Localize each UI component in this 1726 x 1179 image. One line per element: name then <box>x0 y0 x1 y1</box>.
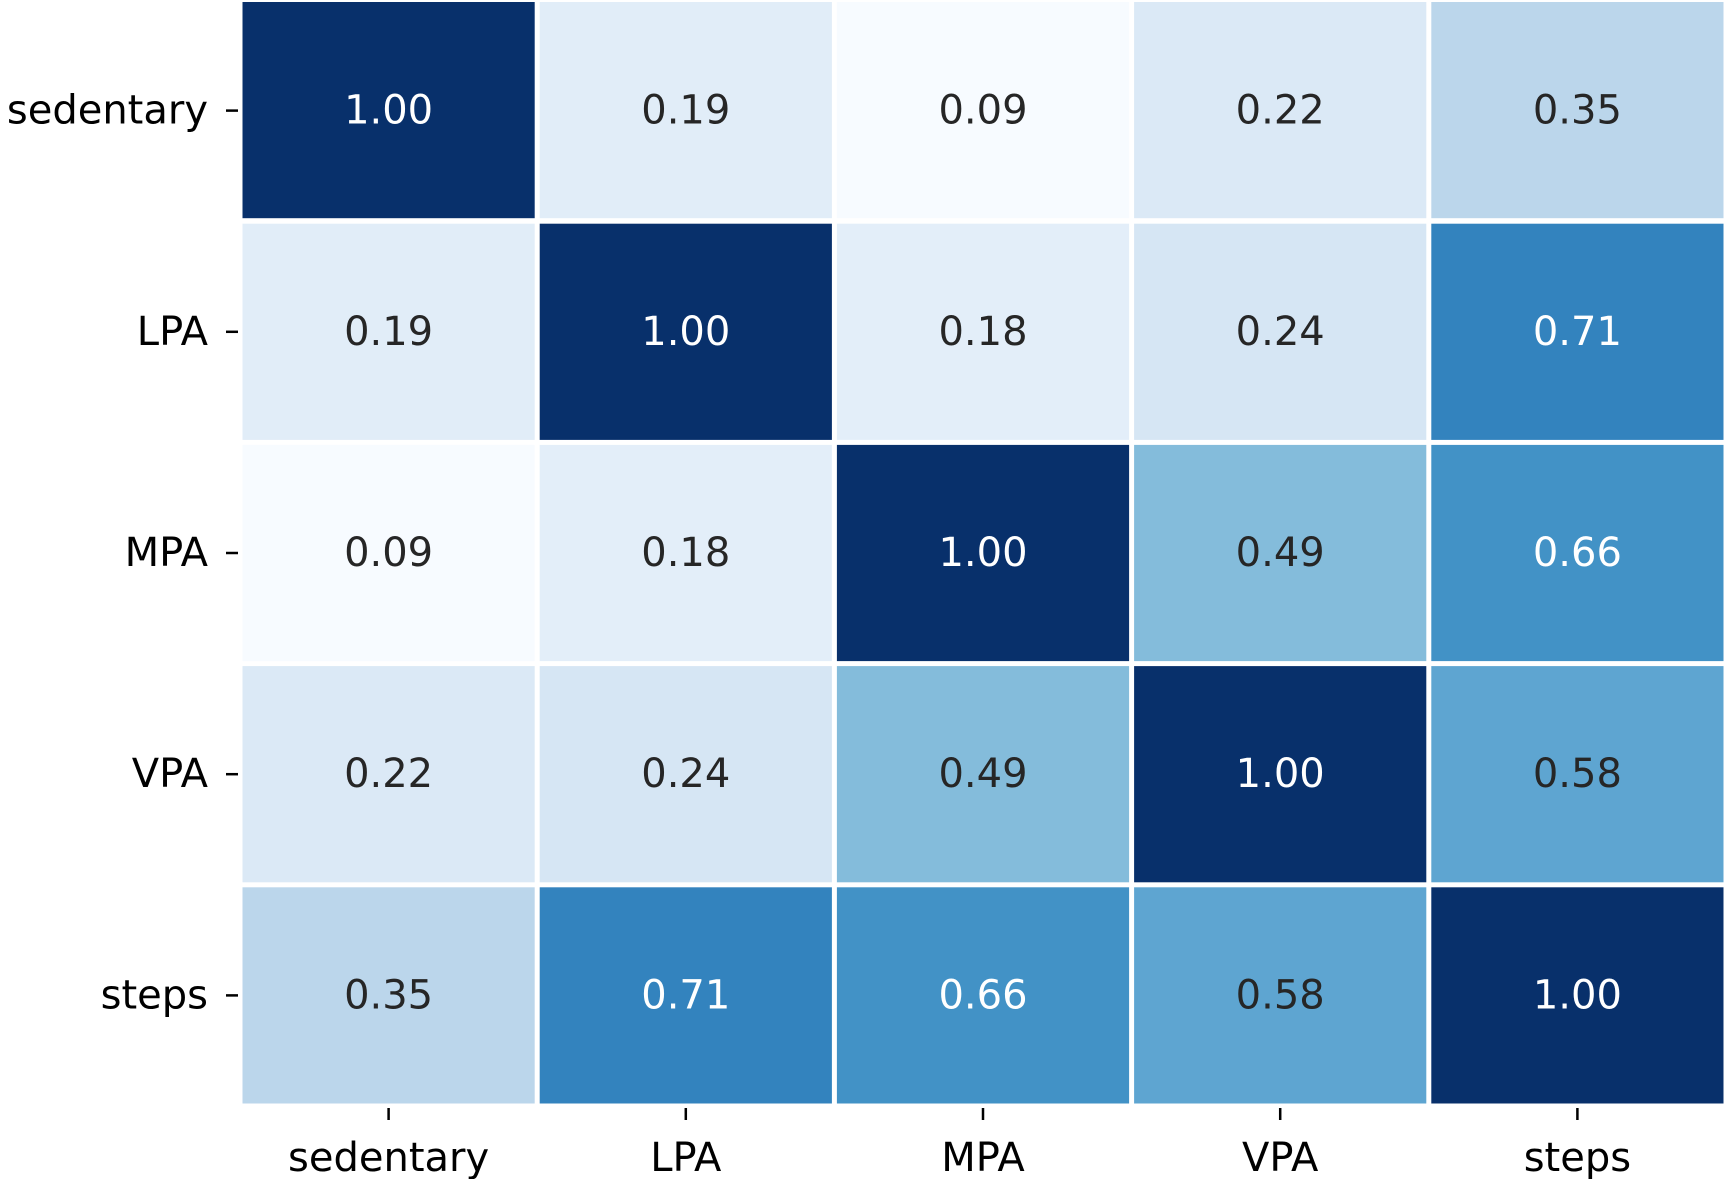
cell-value-label-mpa-steps: 0.66 <box>1533 530 1622 576</box>
cell-value-label-lpa-steps: 0.71 <box>1533 309 1622 355</box>
cell-value-label-sedentary-steps: 0.35 <box>1533 88 1622 134</box>
y-tick-label-vpa: VPA <box>132 751 209 797</box>
cell-value-label-mpa-lpa: 0.18 <box>641 530 730 576</box>
y-axis: sedentary LPA MPA VPA steps <box>7 88 238 1018</box>
cell-value-label-lpa-sedentary: 0.19 <box>344 309 433 355</box>
y-tick-label-sedentary: sedentary <box>7 88 208 134</box>
cell-value-label-steps-sedentary: 0.35 <box>344 972 433 1018</box>
heatmap-cell-sedentary-steps <box>1431 2 1724 219</box>
cell-value-label-sedentary-lpa: 0.19 <box>641 88 730 134</box>
cell-value-label-steps-vpa: 0.58 <box>1236 972 1325 1018</box>
heatmap-cell-mpa-mpa <box>836 444 1130 662</box>
cell-value-label-mpa-vpa: 0.49 <box>1236 530 1325 576</box>
x-tick-label-steps: steps <box>1524 1135 1631 1179</box>
cell-value-label-vpa-mpa: 0.49 <box>938 751 1027 797</box>
cell-value-label-vpa-sedentary: 0.22 <box>344 751 433 797</box>
heatmap-cell-sedentary-mpa <box>836 2 1130 219</box>
cell-value-label-lpa-lpa: 1.00 <box>641 309 730 355</box>
heatmap-cell-lpa-lpa <box>539 223 832 440</box>
heatmap-cell-lpa-mpa <box>836 223 1130 440</box>
cell-value-label-lpa-mpa: 0.18 <box>938 309 1027 355</box>
heatmap-cell-mpa-steps <box>1431 444 1724 662</box>
heatmap-cell-vpa-lpa <box>539 666 832 883</box>
cell-value-label-sedentary-vpa: 0.22 <box>1236 88 1325 134</box>
cell-value-label-lpa-vpa: 0.24 <box>1236 309 1325 355</box>
heatmap-cell-steps-steps <box>1431 887 1724 1104</box>
cell-value-label-steps-steps: 1.00 <box>1533 972 1622 1018</box>
heatmap-cell-steps-sedentary <box>242 887 535 1104</box>
heatmap-cell-lpa-steps <box>1431 223 1724 440</box>
heatmap-cell-lpa-sedentary <box>242 223 535 440</box>
cell-value-label-mpa-mpa: 1.00 <box>938 530 1027 576</box>
cell-value-label-vpa-steps: 0.58 <box>1533 751 1622 797</box>
heatmap-cell-sedentary-vpa <box>1134 2 1427 219</box>
cell-value-label-vpa-lpa: 0.24 <box>641 751 730 797</box>
cell-value-label-steps-mpa: 0.66 <box>938 972 1027 1018</box>
cell-value-label-mpa-sedentary: 0.09 <box>344 530 433 576</box>
cell-value-label-vpa-vpa: 1.00 <box>1236 751 1325 797</box>
y-tick-label-mpa: MPA <box>125 530 209 576</box>
cell-value-label-sedentary-mpa: 0.09 <box>938 88 1027 134</box>
heatmap-cell-mpa-sedentary <box>242 444 535 662</box>
x-axis: sedentary LPA MPA VPA steps <box>288 1108 1631 1179</box>
heatmap-cells: 1.00 0.19 0.09 0.22 0.35 0.19 1.00 0.18 0.24 0.71… <box>242 2 1724 1104</box>
y-tick-label-lpa: LPA <box>137 309 209 355</box>
heatmap-cell-vpa-sedentary <box>242 666 535 883</box>
heatmap-cell-mpa-vpa <box>1134 444 1427 662</box>
x-tick-label-mpa: MPA <box>941 1135 1025 1179</box>
heatmap-cell-vpa-steps <box>1431 666 1724 883</box>
heatmap-cell-steps-mpa <box>836 887 1130 1104</box>
heatmap-cell-vpa-vpa <box>1134 666 1427 883</box>
y-tick-label-steps: steps <box>101 972 208 1018</box>
heatmap-cell-sedentary-lpa <box>539 2 832 219</box>
heatmap-cell-sedentary-sedentary <box>242 2 535 219</box>
x-tick-label-lpa: LPA <box>650 1135 722 1179</box>
heatmap-cell-steps-vpa <box>1134 887 1427 1104</box>
heatmap-cell-lpa-vpa <box>1134 223 1427 440</box>
x-tick-label-vpa: VPA <box>1242 1135 1319 1179</box>
heatmap-cell-vpa-mpa <box>836 666 1130 883</box>
cell-value-label-sedentary-sedentary: 1.00 <box>344 88 433 134</box>
heatmap-cell-steps-lpa <box>539 887 832 1104</box>
cell-value-label-steps-lpa: 0.71 <box>641 972 730 1018</box>
x-tick-label-sedentary: sedentary <box>288 1135 489 1179</box>
heatmap-cell-mpa-lpa <box>539 444 832 662</box>
